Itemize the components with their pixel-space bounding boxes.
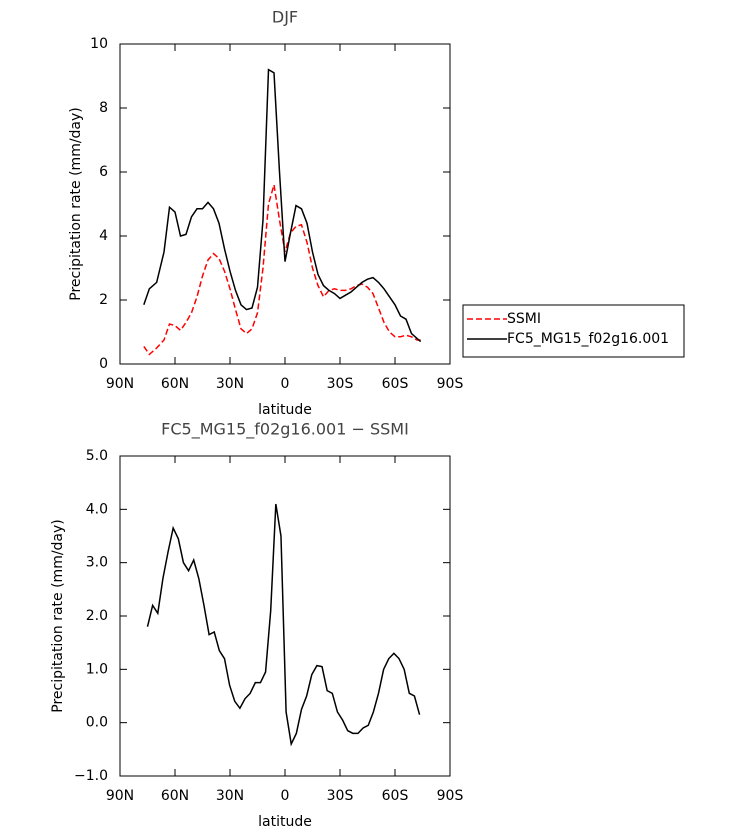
x-tick-label: 90N	[106, 788, 134, 804]
y-tick-label: 4	[99, 228, 108, 244]
chart-title: FC5_MG15_f02g16.001 − SSMI	[161, 420, 409, 440]
chart-title: DJF	[272, 8, 298, 27]
legend-box	[462, 304, 685, 358]
legend-label: SSMI	[507, 311, 541, 327]
y-tick-label: 5.0	[86, 448, 108, 464]
x-tick-label: 90S	[437, 788, 464, 804]
y-tick-label: 3.0	[86, 555, 108, 571]
x-tick-label: 0	[281, 788, 290, 804]
x-tick-label: 30S	[327, 788, 354, 804]
x-axis-label: latitude	[258, 402, 312, 418]
plot-frame	[119, 455, 451, 777]
y-tick-label: 6	[99, 164, 108, 180]
x-tick-label: 0	[281, 376, 290, 392]
x-tick-label: 60S	[382, 788, 409, 804]
y-tick-label: 2.0	[86, 608, 108, 624]
x-tick-label: 30N	[216, 376, 244, 392]
data-line	[146, 503, 421, 747]
y-tick-label: 0	[99, 356, 108, 372]
x-tick-label: 90S	[437, 376, 464, 392]
y-axis-label: Precipitation rate (mm/day)	[68, 107, 84, 301]
x-tick-label: 90N	[106, 376, 134, 392]
y-tick-label: 2	[99, 292, 108, 308]
y-tick-label: 8	[99, 100, 108, 116]
x-tick-label: 60S	[382, 376, 409, 392]
x-tick-label: 60N	[161, 788, 189, 804]
x-tick-label: 30S	[327, 376, 354, 392]
y-tick-label: 10	[90, 36, 108, 52]
y-tick-label: 0.0	[86, 715, 108, 731]
x-tick-label: 60N	[161, 376, 189, 392]
legend-label: FC5_MG15_f02g16.001	[507, 331, 669, 347]
y-axis-label: Precipitation rate (mm/day)	[50, 519, 66, 713]
y-tick-label: 4.0	[86, 501, 108, 517]
data-line	[143, 68, 422, 343]
y-tick-label: −1.0	[74, 768, 108, 784]
x-axis-label: latitude	[258, 814, 312, 830]
x-tick-label: 30N	[216, 788, 244, 804]
y-tick-label: 1.0	[86, 661, 108, 677]
